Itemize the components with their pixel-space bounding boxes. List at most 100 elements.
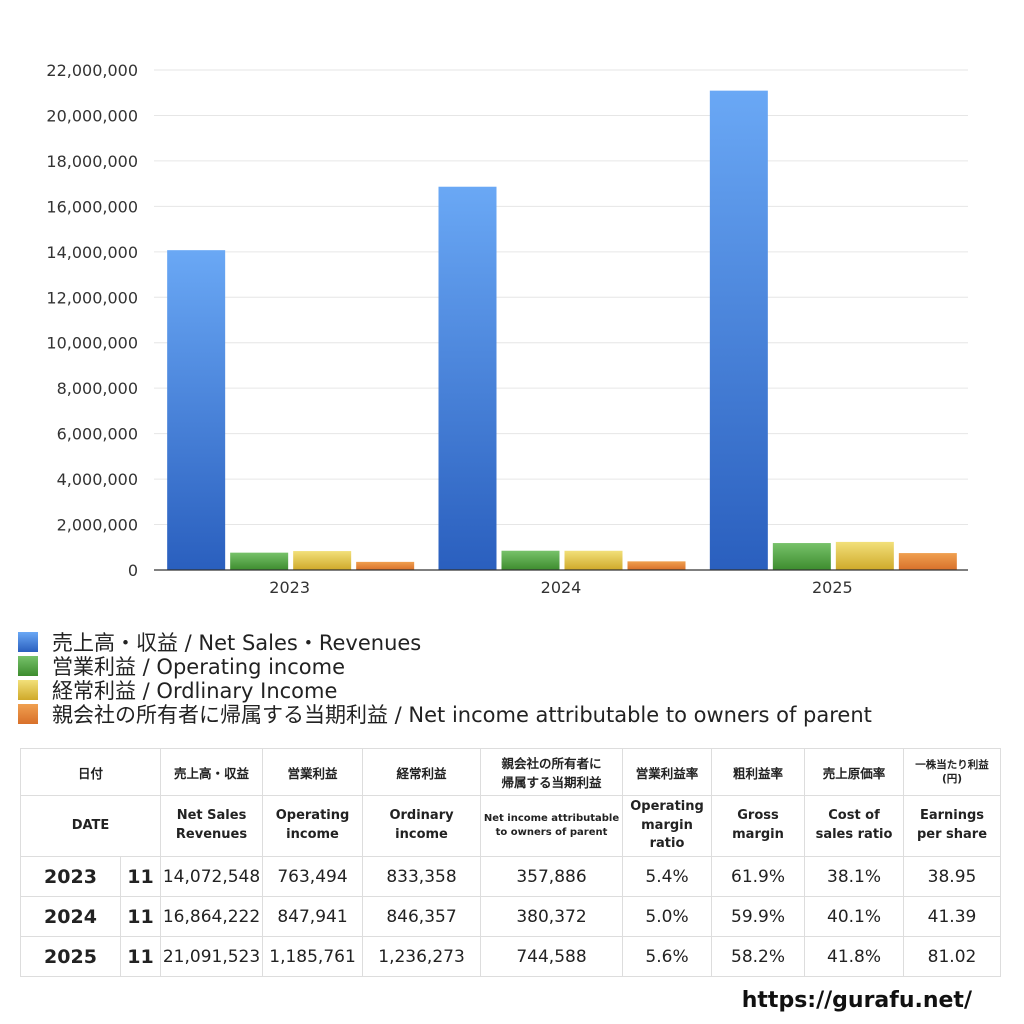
- cell-eps: 81.02: [903, 936, 1002, 977]
- bar-1-2025: [772, 543, 831, 570]
- cell-sales: 16,864,222: [160, 896, 264, 937]
- th-gross-margin-en-line1: Gross: [737, 808, 779, 824]
- y-tick-label: 0: [128, 561, 138, 580]
- th-ordinary-en: Ordinary income: [362, 795, 482, 857]
- bar-1-2023: [230, 552, 289, 570]
- th-net-income-en: Net income attributable to owners of par…: [480, 795, 624, 857]
- y-tick-label: 20,000,000: [46, 106, 138, 125]
- table-row: 2024 11 16,864,222 847,941 846,357 380,3…: [20, 896, 1002, 937]
- y-tick-label: 4,000,000: [57, 470, 138, 489]
- site-url[interactable]: https://gurafu.net/: [741, 988, 972, 1013]
- cell-eps: 38.95: [903, 856, 1002, 897]
- y-tick-label: 14,000,000: [46, 243, 138, 262]
- cell-ordinary: 846,357: [362, 896, 482, 937]
- th-sales-en: Net Sales Revenues: [160, 795, 264, 857]
- table-row: 2023 11 14,072,548 763,494 833,358 357,8…: [20, 856, 1002, 897]
- th-eps-en: Earnings per share: [903, 795, 1002, 857]
- cell-net-income: 744,588: [480, 936, 624, 977]
- bar-2-2025: [835, 541, 894, 570]
- x-tick-label: 2023: [269, 578, 310, 597]
- y-tick-label: 2,000,000: [57, 516, 138, 535]
- th-sales-en-line2: Revenues: [175, 827, 248, 842]
- cell-year: 2025: [20, 936, 121, 977]
- y-tick-label: 16,000,000: [46, 197, 138, 216]
- bar-3-2025: [898, 553, 957, 570]
- cell-year: 2023: [20, 856, 121, 897]
- th-eps-jp: 一株当たり利益 (円): [903, 748, 1002, 796]
- th-sales-en-line1: Net Sales: [176, 808, 247, 824]
- y-tick-label: 22,000,000: [46, 61, 138, 80]
- cell-gross-margin: 58.2%: [711, 936, 806, 977]
- th-cost-ratio-en: Cost of sales ratio: [804, 795, 905, 857]
- legend-label-sales: 売上高・収益 / Net Sales・Revenues: [52, 631, 422, 655]
- bar-0-2023: [167, 250, 226, 570]
- th-operating-en-line2: income: [286, 827, 339, 842]
- th-operating-jp: 営業利益: [262, 748, 364, 796]
- th-op-margin-en-line3: ratio: [649, 836, 685, 852]
- table-header-row-jp: 日付 売上高・収益 営業利益 経常利益 親会社の所有者に 帰属する当期利益 営業…: [19, 748, 1002, 796]
- cell-ordinary: 833,358: [362, 856, 482, 897]
- cell-cost-ratio: 41.8%: [804, 936, 905, 977]
- th-cost-ratio-en-line2: sales ratio: [815, 827, 893, 842]
- bar-2-2023: [293, 551, 352, 570]
- table-row: 2025 11 21,091,523 1,185,761 1,236,273 7…: [20, 936, 1002, 977]
- legend-label-ordinary: 経常利益 / Ordlinary Income: [52, 679, 338, 703]
- cell-cost-ratio: 40.1%: [804, 896, 905, 937]
- legend-swatch-ordinary: [18, 680, 38, 700]
- bar-0-2024: [438, 186, 497, 570]
- legend-label-operating: 営業利益 / Operating income: [52, 655, 346, 679]
- th-op-margin-en-line2: margin: [641, 817, 693, 833]
- cell-op-margin: 5.6%: [622, 936, 713, 977]
- cell-sales: 14,072,548: [160, 856, 264, 897]
- bar-1-2024: [501, 550, 560, 570]
- legend-swatch-operating: [18, 656, 38, 676]
- chart-bars: [167, 90, 957, 570]
- th-ordinary-jp: 経常利益: [362, 748, 482, 796]
- table-header-row-en: DATE Net Sales Revenues Operating income…: [19, 795, 1002, 857]
- th-eps-jp-line2: (円): [941, 773, 963, 785]
- th-op-margin-jp: 営業利益率: [622, 748, 713, 796]
- legend-item-ordinary: 経常利益 / Ordlinary Income: [18, 678, 872, 703]
- cell-cost-ratio: 38.1%: [804, 856, 905, 897]
- cell-net-income: 357,886: [480, 856, 624, 897]
- cell-op-margin: 5.0%: [622, 896, 713, 937]
- cell-operating: 1,185,761: [262, 936, 364, 977]
- cell-gross-margin: 59.9%: [711, 896, 806, 937]
- bar-2-2024: [564, 550, 623, 570]
- th-eps-jp-line1: 一株当たり利益: [915, 758, 989, 771]
- bar-3-2024: [627, 561, 686, 570]
- bar-3-2023: [356, 561, 415, 570]
- cell-gross-margin: 61.9%: [711, 856, 806, 897]
- th-date-jp: 日付: [19, 748, 162, 796]
- th-ordinary-en-line2: income: [395, 827, 448, 842]
- cell-month: 11: [119, 856, 162, 897]
- th-net-income-jp-line1: 親会社の所有者に: [501, 756, 602, 771]
- th-net-income-en-line1: Net income attributable: [483, 812, 620, 824]
- cell-operating: 763,494: [262, 856, 364, 897]
- x-tick-label: 2025: [812, 578, 853, 597]
- cell-month: 11: [119, 896, 162, 937]
- th-operating-en: Operating income: [262, 795, 364, 857]
- legend-item-operating: 営業利益 / Operating income: [18, 654, 872, 679]
- th-gross-margin-en: Gross margin: [711, 795, 806, 857]
- cell-ordinary: 1,236,273: [362, 936, 482, 977]
- cell-eps: 41.39: [903, 896, 1002, 937]
- th-eps-en-line1: Earnings: [919, 808, 985, 824]
- th-cost-ratio-en-line1: Cost of: [828, 808, 880, 824]
- th-op-margin-en: Operating margin ratio: [622, 795, 713, 857]
- cell-op-margin: 5.4%: [622, 856, 713, 897]
- th-net-income-en-line2: to owners of parent: [495, 827, 608, 838]
- th-net-income-jp-line2: 帰属する当期利益: [501, 775, 602, 790]
- th-cost-ratio-jp: 売上原価率: [804, 748, 905, 796]
- y-tick-label: 12,000,000: [46, 288, 138, 307]
- legend-item-sales: 売上高・収益 / Net Sales・Revenues: [18, 630, 872, 655]
- th-gross-margin-en-line2: margin: [732, 827, 784, 842]
- financial-data-table: 日付 売上高・収益 営業利益 経常利益 親会社の所有者に 帰属する当期利益 営業…: [19, 748, 1002, 977]
- cell-year: 2024: [20, 896, 121, 937]
- cell-month: 11: [119, 936, 162, 977]
- bar-chart: 22,000,000 20,000,000 18,000,000 16,000,000…: [46, 61, 968, 597]
- legend-label-net-income: 親会社の所有者に帰属する当期利益 / Net income attributab…: [52, 703, 872, 727]
- y-tick-label: 6,000,000: [57, 425, 138, 444]
- chart-gridlines: [154, 69, 968, 526]
- th-sales-jp: 売上高・収益: [160, 748, 264, 796]
